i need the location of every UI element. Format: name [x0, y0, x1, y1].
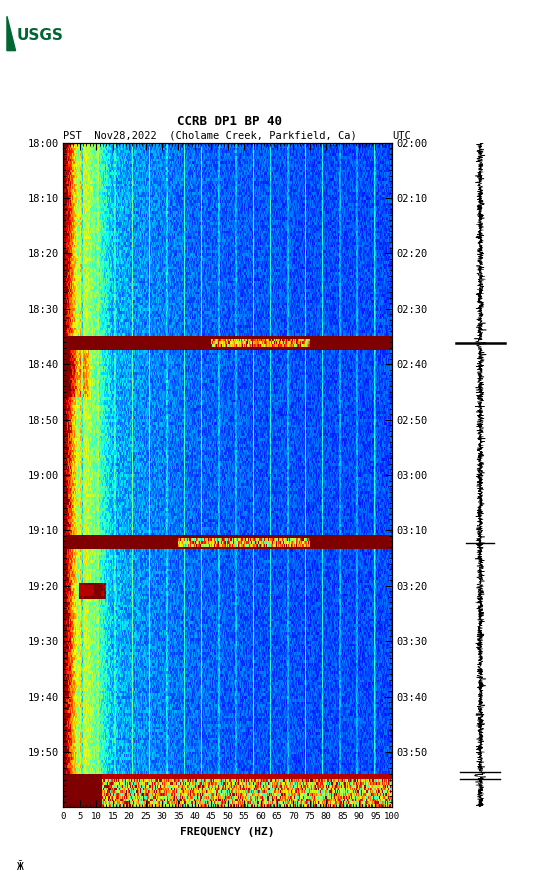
Text: PST  Nov28,2022  (Cholame Creek, Parkfield, Ca): PST Nov28,2022 (Cholame Creek, Parkfield… [63, 131, 357, 141]
Text: Ӂ: Ӂ [17, 862, 23, 871]
Text: USGS: USGS [17, 29, 64, 44]
X-axis label: FREQUENCY (HZ): FREQUENCY (HZ) [181, 827, 275, 837]
Text: CCRB DP1 BP 40: CCRB DP1 BP 40 [177, 115, 282, 128]
Text: UTC: UTC [392, 131, 411, 141]
Polygon shape [7, 16, 15, 51]
